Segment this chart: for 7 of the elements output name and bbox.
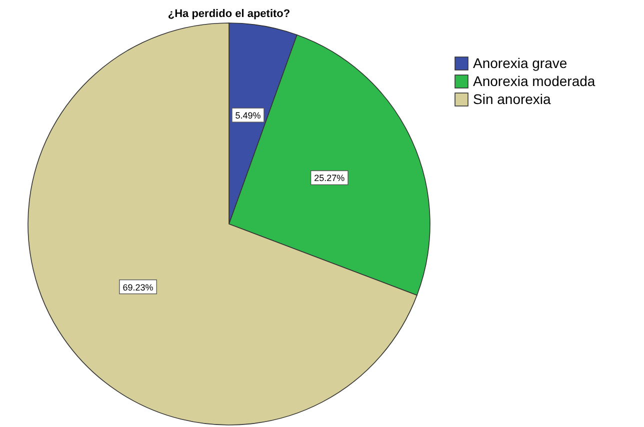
legend-label: Sin anorexia [473, 91, 552, 107]
data-label: 5.49% [235, 110, 261, 121]
data-label: 25.27% [314, 173, 345, 184]
legend-label: Anorexia grave [473, 55, 568, 71]
legend-label: Anorexia moderada [473, 73, 596, 89]
chart-title: ¿Ha perdido el apetito? [168, 8, 290, 20]
data-label: 69.23% [122, 282, 154, 292]
